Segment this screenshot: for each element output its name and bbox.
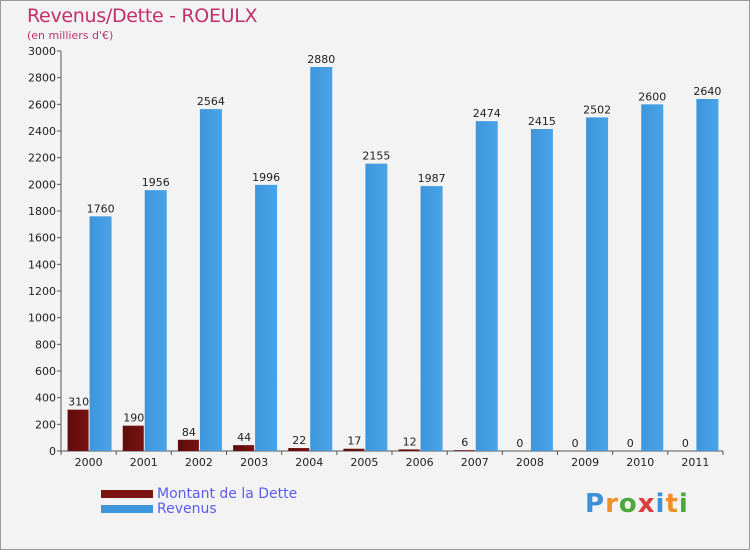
- x-tick-label: 2009: [571, 456, 599, 469]
- data-label-revenue: 1956: [142, 176, 170, 189]
- x-tick-label: 2001: [130, 456, 158, 469]
- x-tick-label: 2000: [75, 456, 103, 469]
- data-label-debt: 12: [403, 435, 417, 448]
- bar-debt: [233, 445, 255, 451]
- y-tick-label: 400: [35, 392, 56, 405]
- data-label-revenue: 1996: [252, 171, 280, 184]
- bar-revenue: [255, 184, 278, 451]
- bar-revenue: [310, 67, 333, 451]
- legend-swatch-revenue: [101, 505, 153, 513]
- data-label-revenue: 2600: [638, 90, 666, 103]
- bar-revenue: [696, 99, 719, 451]
- logo-letter: i: [678, 489, 689, 519]
- data-label-revenue: 1760: [87, 202, 115, 215]
- data-label-debt: 0: [572, 437, 579, 450]
- data-label-revenue: 2502: [583, 103, 611, 116]
- data-label-revenue: 2415: [528, 115, 556, 128]
- logo-letter: x: [637, 489, 656, 519]
- bar-revenue: [530, 129, 553, 451]
- bar-debt: [453, 450, 475, 451]
- data-label-debt: 0: [516, 437, 523, 450]
- y-tick-label: 2000: [28, 178, 56, 191]
- bar-revenue: [475, 121, 498, 451]
- x-tick-label: 2007: [461, 456, 489, 469]
- y-tick-label: 1600: [28, 232, 56, 245]
- bar-revenue: [586, 117, 609, 452]
- data-label-revenue: 2640: [693, 85, 721, 98]
- data-label-debt: 190: [123, 412, 144, 425]
- x-tick-label: 2010: [626, 456, 654, 469]
- logo-letter: r: [605, 489, 619, 519]
- y-tick-label: 600: [35, 365, 56, 378]
- bar-debt: [122, 425, 144, 451]
- y-tick-label: 2800: [28, 72, 56, 85]
- data-label-revenue: 2564: [197, 95, 225, 108]
- y-tick-label: 3000: [28, 45, 56, 58]
- bar-revenue: [365, 163, 388, 451]
- data-label-debt: 310: [68, 396, 89, 409]
- data-label-debt: 6: [461, 436, 468, 449]
- x-tick-label: 2005: [350, 456, 378, 469]
- legend-label-debt: Montant de la Dette: [157, 486, 298, 502]
- y-tick-label: 1800: [28, 205, 56, 218]
- data-label-debt: 0: [682, 437, 689, 450]
- legend-label-revenue: Revenus: [157, 501, 217, 517]
- logo-letter: P: [585, 489, 606, 519]
- data-label-revenue: 2880: [307, 53, 335, 66]
- data-label-debt: 22: [292, 434, 306, 447]
- x-tick-label: 2003: [240, 456, 268, 469]
- bar-revenue: [641, 104, 664, 451]
- data-label-revenue: 2155: [362, 150, 390, 163]
- logo-letter: i: [655, 489, 666, 519]
- bar-debt: [177, 439, 199, 451]
- x-tick-label: 2008: [516, 456, 544, 469]
- y-tick-label: 0: [49, 445, 56, 458]
- y-tick-label: 2200: [28, 152, 56, 165]
- bar-revenue: [420, 186, 443, 452]
- bar-revenue: [199, 109, 222, 451]
- bar-revenue: [89, 216, 112, 451]
- bar-debt: [67, 409, 89, 451]
- y-tick-label: 800: [35, 338, 56, 351]
- bar-debt: [343, 448, 365, 451]
- proxiti-logo: Proxiti: [585, 489, 689, 519]
- data-label-debt: 17: [347, 435, 361, 448]
- bar-revenue: [144, 190, 167, 451]
- logo-letter: t: [665, 489, 679, 519]
- bar-debt: [288, 448, 310, 451]
- y-tick-label: 2600: [28, 98, 56, 111]
- bar-debt: [398, 449, 420, 451]
- data-label-revenue: 2474: [473, 107, 501, 120]
- x-tick-label: 2004: [295, 456, 323, 469]
- logo-letter: o: [618, 489, 638, 519]
- data-label-debt: 0: [627, 437, 634, 450]
- data-label-revenue: 1987: [418, 172, 446, 185]
- y-tick-label: 200: [35, 418, 56, 431]
- y-tick-label: 1400: [28, 258, 56, 271]
- x-tick-label: 2011: [681, 456, 709, 469]
- chart-title: Revenus/Dette - ROEULX: [27, 5, 258, 27]
- chart-subtitle: (en milliers d'€): [27, 29, 114, 42]
- y-tick-label: 1000: [28, 312, 56, 325]
- x-tick-label: 2006: [406, 456, 434, 469]
- y-tick-label: 2400: [28, 125, 56, 138]
- data-label-debt: 44: [237, 431, 251, 444]
- data-label-debt: 84: [182, 426, 196, 439]
- y-tick-label: 1200: [28, 285, 56, 298]
- x-tick-label: 2002: [185, 456, 213, 469]
- legend-swatch-debt: [101, 490, 153, 498]
